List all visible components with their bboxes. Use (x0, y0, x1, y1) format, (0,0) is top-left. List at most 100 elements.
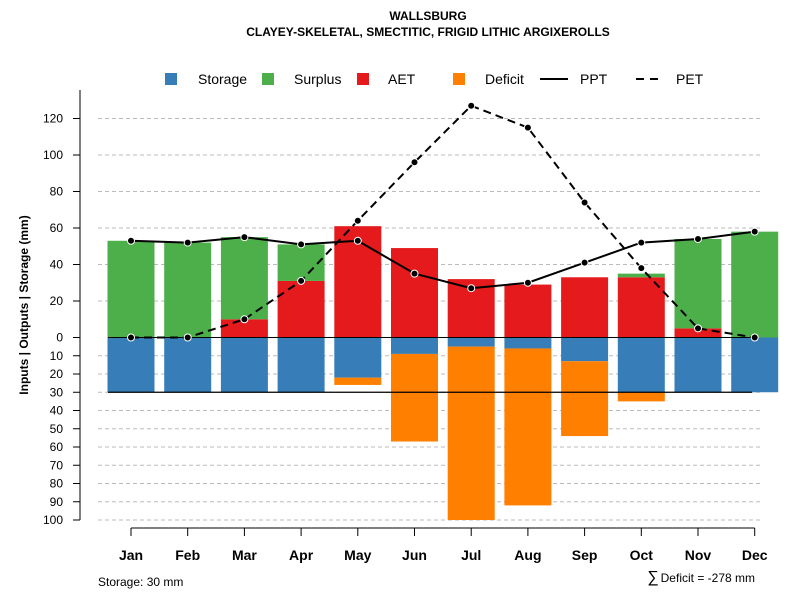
ppt-point (127, 236, 135, 245)
ppt-point (750, 227, 759, 236)
legend-swatch-deficit (453, 73, 465, 85)
y-tick-label: 40 (50, 258, 64, 272)
legend-swatch-aet (357, 73, 369, 85)
pet-point (694, 324, 702, 333)
pet-point (523, 123, 532, 132)
pet-point (580, 198, 589, 207)
pet-line (131, 104, 755, 339)
chart-title: WALLSBURG (389, 9, 466, 23)
surplus-bar (277, 244, 325, 281)
ppt-point (240, 233, 249, 242)
y-axis-title: Inputs | Outputs | Storage (mm) (17, 215, 31, 394)
x-tick-label: Nov (685, 547, 712, 563)
storage-bar (107, 337, 155, 393)
x-tick-label: Jun (402, 547, 427, 563)
storage-footer: Storage: 30 mm (98, 575, 183, 589)
surplus-bar (617, 273, 665, 278)
y-tick-label: 100 (43, 513, 63, 527)
storage-bar (164, 337, 212, 393)
deficit-footer-text: Deficit = -278 mm (661, 571, 755, 585)
storage-bar (447, 337, 495, 347)
ppt-point (183, 238, 192, 247)
y-tick-label: 0 (56, 331, 63, 345)
y-tick-label: 120 (43, 112, 63, 126)
legend: Storage Surplus AET Deficit PPT PET (165, 71, 704, 87)
storage-bar (391, 337, 438, 354)
x-tick-label: Jul (461, 547, 481, 563)
legend-swatch-surplus (262, 73, 274, 85)
y-tick-label: 90 (50, 495, 64, 509)
y-tick-label: 80 (50, 185, 64, 199)
aet-bar (391, 248, 438, 338)
y-tick-label: 60 (50, 440, 64, 454)
storage-bar (617, 337, 665, 393)
bars (107, 226, 779, 520)
storage-bar (674, 337, 722, 393)
ppt-point (694, 234, 702, 243)
legend-label-aet: AET (388, 71, 416, 87)
pet-point (183, 333, 192, 342)
ppt-point (297, 240, 306, 249)
x-tick-label: Apr (289, 547, 314, 563)
x-tick-label: Jan (119, 547, 143, 563)
aet-bar (674, 328, 722, 338)
surplus-bar (220, 237, 268, 320)
y-tick-label: 30 (50, 385, 64, 399)
aet-bar (504, 284, 552, 338)
storage-bar (731, 337, 779, 393)
aet-bar (220, 319, 268, 338)
x-tick-label: May (344, 547, 371, 563)
y-tick-label: 60 (50, 221, 64, 235)
legend-label-ppt: PPT (580, 71, 608, 87)
pet-point (240, 315, 249, 324)
surplus-bar (731, 231, 779, 338)
pet-point (637, 264, 646, 273)
storage-bar (277, 337, 325, 393)
y-tick-label: 20 (50, 367, 64, 381)
x-tick-label: Dec (742, 547, 768, 563)
x-tick-label: Aug (514, 547, 541, 563)
storage-bar (561, 337, 609, 362)
legend-label-surplus: Surplus (294, 71, 341, 87)
chart-subtitle: CLAYEY-SKELETAL, SMECTITIC, FRIGID LITHI… (246, 25, 610, 39)
y-tick-label: 100 (43, 148, 63, 162)
deficit-bar (504, 348, 552, 506)
y-tick-label: 40 (50, 404, 64, 418)
surplus-bar (107, 240, 155, 338)
y-tick-label: 50 (50, 422, 64, 436)
legend-label-deficit: Deficit (485, 71, 524, 87)
y-tick-label: 20 (50, 294, 64, 308)
aet-bar (561, 277, 609, 338)
ppt-point (523, 278, 532, 287)
pet-point (297, 276, 306, 285)
ppt-line (130, 230, 755, 290)
pet-point (127, 333, 135, 342)
legend-swatch-storage (165, 73, 177, 85)
deficit-bar (391, 353, 438, 442)
sum-symbol: ∑ (647, 569, 658, 586)
legend-label-pet: PET (676, 71, 704, 87)
ppt-point (467, 284, 476, 293)
legend-label-storage: Storage (198, 71, 247, 87)
axes: 0 20 40 60 80 100 120 10 20 30 40 50 60 70 80 90 100 Jan F… (43, 90, 768, 563)
aet-bar (277, 280, 325, 338)
ppt-point (353, 236, 362, 245)
deficit-bar (334, 377, 382, 385)
pet-point (410, 158, 419, 167)
pet-point (467, 101, 476, 110)
x-tick-label: Sep (572, 547, 598, 563)
ppt-point (637, 238, 646, 247)
deficit-footer: ∑ Deficit = -278 mm (647, 569, 755, 586)
deficit-bar (447, 346, 495, 520)
storage-bar (504, 337, 552, 349)
x-tick-label: Mar (232, 547, 257, 563)
deficit-bar (561, 361, 609, 437)
y-tick-label: 80 (50, 477, 64, 491)
x-tick-label: Feb (175, 547, 200, 563)
surplus-bar (674, 238, 722, 329)
deficit-bar (617, 392, 665, 402)
series-lines (108, 101, 759, 393)
pet-point (750, 333, 759, 342)
aet-bar (617, 277, 665, 338)
